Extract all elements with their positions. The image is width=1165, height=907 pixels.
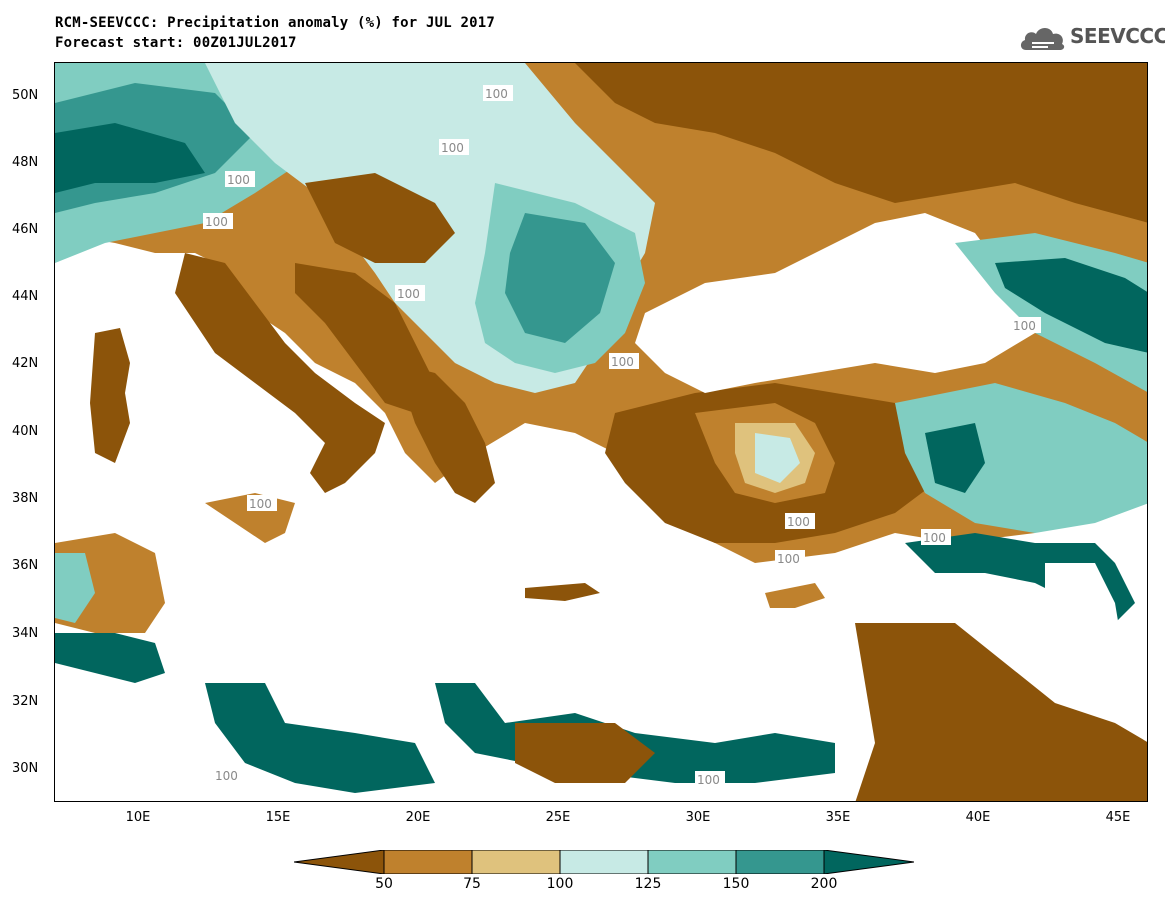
contour-label: 100 (213, 767, 243, 783)
lat-label: 42N (12, 356, 39, 371)
region-libya-wet (205, 683, 435, 793)
colorbar-label: 125 (634, 876, 662, 892)
svg-text:100: 100 (215, 769, 238, 783)
region-balkans-very-wet (505, 213, 615, 343)
lat-label: 30N (12, 761, 39, 776)
colorbar-label: 50 (375, 876, 393, 892)
lat-label: 46N (12, 222, 39, 237)
contour-label: 100 (1011, 317, 1041, 333)
svg-text:100: 100 (249, 497, 272, 511)
colorbar-segment (647, 850, 737, 874)
contour-label: 100 (483, 85, 513, 101)
svg-text:100: 100 (441, 141, 464, 155)
lat-label: 44N (12, 289, 39, 304)
lat-label: 40N (12, 424, 39, 439)
svg-text:100: 100 (611, 355, 634, 369)
lon-label: 20E (405, 810, 431, 825)
region-egypt-dry (515, 723, 655, 783)
contour-label: 100 (439, 139, 469, 155)
region-north-africa-west (55, 633, 165, 683)
contour-label: 100 (609, 353, 639, 369)
cloud-icon (1020, 28, 1065, 50)
region-crete (525, 583, 600, 601)
contour-label: 100 (395, 285, 425, 301)
lon-label: 25E (545, 810, 571, 825)
forecast-start-subtitle: Forecast start: 00Z01JUL2017 (55, 35, 297, 51)
contour-label: 100 (695, 771, 725, 787)
precipitation-anomaly-map: 100 100 100 100 100 100 100 100 100 100 … (54, 62, 1148, 802)
svg-text:100: 100 (923, 531, 946, 545)
colorbar-label: 75 (463, 876, 481, 892)
colorbar-label: 200 (810, 876, 838, 892)
contour-label: 100 (247, 495, 277, 511)
colorbar (294, 850, 914, 874)
contour-label: 100 (921, 529, 951, 545)
region-iraq-nodata (1045, 563, 1125, 713)
lat-label: 32N (12, 694, 39, 709)
svg-text:100: 100 (1013, 319, 1036, 333)
lon-label: 15E (265, 810, 291, 825)
svg-text:100: 100 (205, 215, 228, 229)
colorbar-label: 100 (546, 876, 574, 892)
logo-text: SEEVCCC (1070, 24, 1165, 48)
region-east-anatolia-very-wet (925, 423, 985, 493)
map-canvas: 100 100 100 100 100 100 100 100 100 100 … (55, 63, 1147, 801)
colorbar-segment (823, 850, 914, 874)
region-cyprus (765, 583, 825, 608)
contour-label: 100 (203, 213, 233, 229)
seevccc-logo: SEEVCCC (1018, 22, 1165, 56)
contour-labels: 100 100 100 100 100 100 100 100 100 100 … (203, 85, 1041, 787)
region-italy (175, 253, 385, 493)
black-sea (635, 213, 1055, 393)
lon-label: 45E (1105, 810, 1131, 825)
lat-label: 36N (12, 558, 39, 573)
svg-text:100: 100 (397, 287, 420, 301)
colorbar-segment (559, 850, 649, 874)
contour-label: 100 (775, 550, 805, 566)
colorbar-segment (735, 850, 825, 874)
contour-label: 100 (225, 171, 255, 187)
region-alps-extreme (55, 123, 205, 193)
svg-text:100: 100 (787, 515, 810, 529)
lat-label: 34N (12, 626, 39, 641)
svg-text:100: 100 (227, 173, 250, 187)
region-ukraine-dry (575, 63, 1147, 223)
svg-text:100: 100 (697, 773, 720, 787)
lon-label: 40E (965, 810, 991, 825)
lon-label: 35E (825, 810, 851, 825)
region-greece (395, 363, 495, 503)
lat-label: 48N (12, 155, 39, 170)
lat-label: 50N (12, 88, 39, 103)
svg-text:100: 100 (485, 87, 508, 101)
lon-label: 30E (685, 810, 711, 825)
map-title: RCM-SEEVCCC: Precipitation anomaly (%) f… (55, 15, 496, 31)
lon-label: 10E (125, 810, 151, 825)
region-nw-africa-wet (55, 553, 95, 623)
colorbar-segment (383, 850, 473, 874)
contour-label: 100 (785, 513, 815, 529)
colorbar-segment (294, 850, 385, 874)
region-anatolia-wet-spot (755, 433, 800, 483)
region-levant-dry (855, 623, 1147, 801)
lat-label: 38N (12, 491, 39, 506)
region-sardinia (90, 328, 130, 463)
colorbar-label: 150 (722, 876, 750, 892)
region-east-anatolia-wet (895, 383, 1147, 533)
svg-text:100: 100 (777, 552, 800, 566)
colorbar-segment (471, 850, 561, 874)
region-caucasus-very-wet (995, 258, 1147, 353)
region-hungary-dry (305, 173, 455, 263)
